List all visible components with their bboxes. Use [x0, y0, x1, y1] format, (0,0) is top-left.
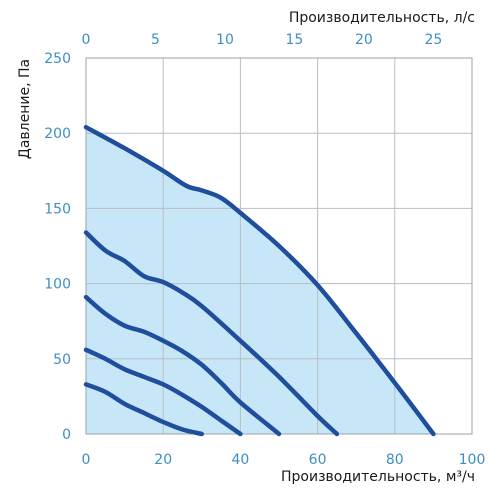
x-tick-label: 60 [309, 452, 327, 468]
y-tick-label: 250 [44, 51, 71, 67]
pressure-curve-4 [83, 347, 243, 437]
x-tick-label: 40 [231, 452, 249, 468]
y-tick-label: 100 [44, 277, 71, 293]
pressure-curve-1 [83, 124, 436, 437]
x2-axis-title: Производительность, л/с [289, 10, 475, 26]
pressure-curve-2 [83, 230, 340, 437]
x-tick-label: 100 [459, 452, 486, 468]
x2-tick-label: 25 [424, 32, 442, 48]
x-axis-title: Производительность, м³/ч [281, 469, 475, 485]
y-tick-label: 200 [44, 126, 71, 142]
curves [83, 124, 436, 437]
x-tick-label: 0 [82, 452, 91, 468]
y-tick-label: 150 [44, 201, 71, 217]
x2-tick-label: 0 [82, 32, 91, 48]
operating-area [86, 127, 434, 434]
y-tick-label: 50 [53, 352, 71, 368]
pressure-curve-5 [83, 382, 205, 437]
operating-area-fill [86, 127, 434, 434]
x2-tick-label: 5 [151, 32, 160, 48]
x-tick-label: 80 [386, 452, 404, 468]
x2-tick-label: 15 [286, 32, 304, 48]
x2-tick-label: 20 [355, 32, 373, 48]
y-tick-label: 0 [62, 427, 71, 443]
x2-tick-label: 10 [216, 32, 234, 48]
pressure-curve-3 [83, 294, 282, 437]
x-tick-label: 20 [154, 452, 172, 468]
y-axis-title: Давление, Па [17, 59, 33, 159]
